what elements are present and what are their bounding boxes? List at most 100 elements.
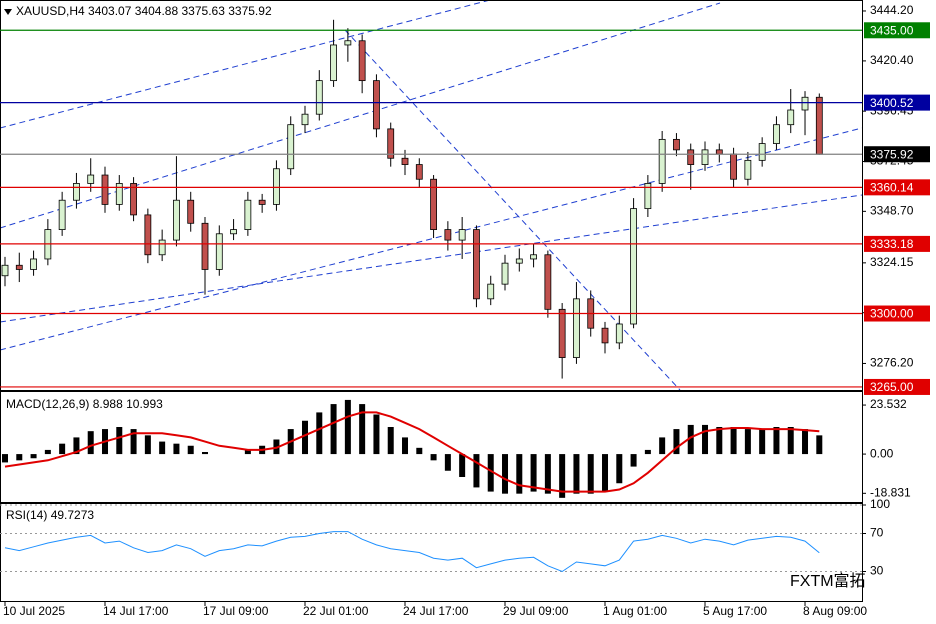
candle-body (387, 128, 395, 159)
macd-bar (173, 443, 180, 455)
candle-body (730, 153, 737, 180)
trend-line (0, 127, 863, 351)
macd-bar (444, 454, 451, 471)
candle-body (615, 323, 623, 344)
x-tick-label: 8 Aug 09:00 (803, 604, 867, 618)
candle-body (815, 96, 823, 155)
macd-bar (87, 431, 94, 455)
macd-bar (616, 454, 623, 484)
level-label: 3333.18 (870, 237, 914, 251)
x-tick-label: 1 Aug 01:00 (603, 604, 667, 618)
macd-bar (602, 454, 609, 492)
macd-bar (530, 454, 537, 492)
y-tick-label: 0.00 (870, 446, 894, 460)
y-tick-label: 100 (870, 497, 890, 511)
macd-bar (644, 449, 651, 455)
candle-body (573, 298, 580, 358)
macd-bar (759, 429, 766, 455)
macd-bar (416, 447, 423, 455)
candle-body (530, 254, 537, 260)
macd-main: 8.988 (93, 397, 123, 411)
watermark: FXTM富拓 (790, 572, 866, 590)
candle-body (73, 183, 80, 201)
level-label: 3375.92 (870, 147, 914, 161)
x-tick-label: 14 Jul 17:00 (103, 604, 169, 618)
macd-bar (16, 454, 23, 461)
level-label-box (864, 146, 930, 163)
candle-body (344, 40, 352, 46)
macd-bar (544, 454, 551, 494)
candle-body (487, 283, 495, 300)
candle-body (415, 164, 423, 180)
candle-body (673, 138, 680, 151)
macd-bar (787, 427, 794, 455)
x-tick-label: 10 Jul 2025 (3, 604, 65, 618)
rsi-label: RSI(14) (6, 508, 47, 522)
y-tick-label: 30 (870, 564, 884, 578)
y-tick-label: 3324.15 (870, 255, 914, 269)
macd-bar (130, 429, 137, 455)
macd-bar (502, 454, 509, 494)
macd-bar (73, 437, 80, 455)
candle-body (1, 264, 9, 277)
y-tick-label: 23.532 (870, 397, 907, 411)
macd-bar (773, 427, 780, 455)
level-label: 3300.00 (870, 307, 914, 321)
candle-body (87, 174, 95, 184)
candle-body (244, 199, 252, 230)
level-label: 3400.52 (870, 96, 914, 110)
macd-bar (459, 454, 466, 477)
candle-body (287, 124, 295, 170)
candle-body (358, 40, 366, 82)
candle-body (158, 239, 166, 256)
candle-body (230, 229, 237, 235)
macd-bar (244, 449, 251, 455)
candle-body (501, 262, 509, 285)
macd-bar (587, 454, 594, 494)
y-tick-label: 3444.20 (870, 3, 914, 17)
macd-bar (516, 454, 523, 494)
macd-bar (730, 427, 737, 455)
macd-bar (659, 437, 666, 455)
y-tick-label: 70 (870, 526, 884, 540)
candle-body (201, 222, 209, 270)
x-tick-label: 29 Jul 09:00 (503, 604, 569, 618)
candle-body (773, 124, 780, 144)
candle-body (601, 327, 609, 344)
candle-body (801, 96, 809, 111)
x-tick-label: 22 Jul 01:00 (303, 604, 369, 618)
trend-line (344, 29, 681, 391)
x-tick-label: 24 Jul 17:00 (403, 604, 469, 618)
candle-body (115, 183, 123, 205)
macd-bar (559, 454, 566, 498)
macd-label: MACD(12,26,9) (6, 397, 89, 411)
macd-bar (387, 427, 394, 455)
macd-bar (716, 427, 723, 455)
candle-body (544, 254, 552, 310)
candle-body (630, 208, 637, 325)
symbol: XAUUSD,H4 (16, 4, 85, 18)
y-tick-label: 3348.70 (870, 204, 914, 218)
candle-body (715, 149, 723, 155)
level-label-box (864, 378, 930, 395)
level-label: 3265.00 (870, 380, 914, 394)
candle-body (273, 168, 280, 205)
level-label: 3360.14 (870, 181, 914, 195)
macd-bar (673, 429, 680, 455)
y-tick-label: -18.831 (870, 485, 911, 499)
trend-line (0, 0, 491, 129)
close-value: 3375.92 (228, 4, 272, 18)
macd-bar (744, 429, 751, 455)
candle-body (458, 229, 466, 241)
macd-bar (702, 424, 709, 455)
macd-signal-line (4, 411, 820, 493)
candle-body (401, 157, 409, 165)
macd-bar (630, 454, 637, 467)
level-label-box (864, 94, 930, 111)
macd-bar (359, 404, 366, 455)
candle-body (473, 229, 480, 300)
level-label: 3435.00 (870, 23, 914, 37)
